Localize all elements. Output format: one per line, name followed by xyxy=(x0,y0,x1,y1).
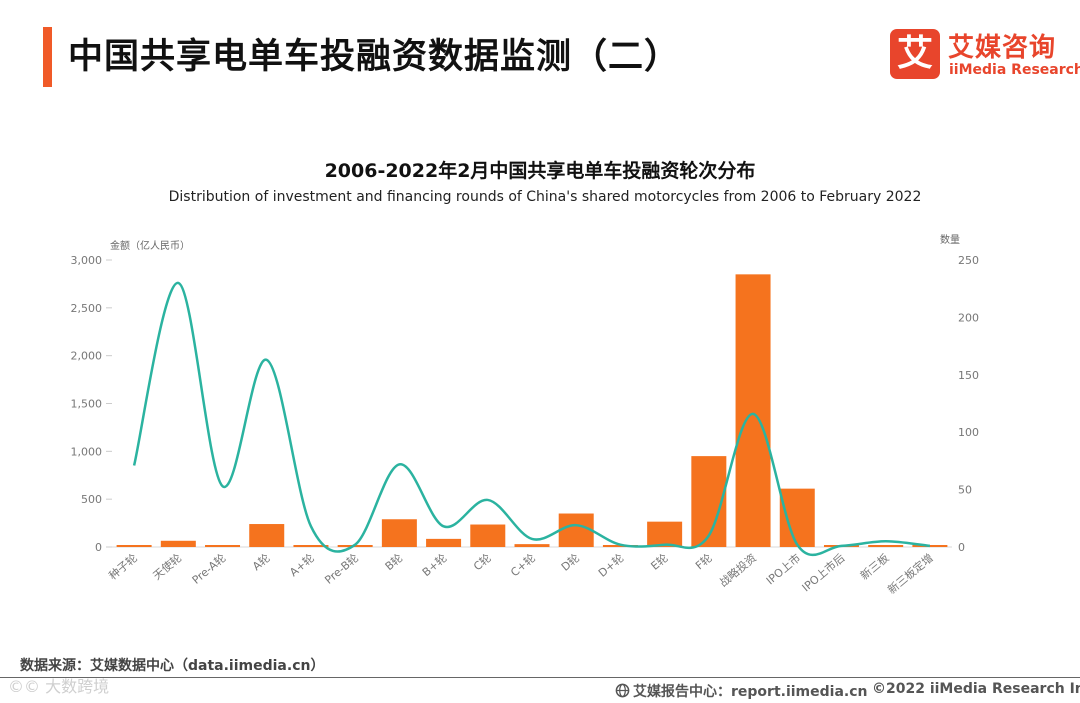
y-right-tick-label: 100 xyxy=(958,426,979,439)
bar xyxy=(779,488,815,547)
y-right-tick-label: 200 xyxy=(958,311,979,324)
y-right-tick-label: 0 xyxy=(958,541,965,554)
footer-divider xyxy=(0,677,1080,678)
x-tick-label: B轮 xyxy=(382,551,405,574)
bar xyxy=(735,274,771,547)
report-center-text: 艾媒报告中心：report.iimedia.cn xyxy=(633,684,868,700)
x-tick-label: 天使轮 xyxy=(150,551,184,583)
bar xyxy=(647,521,683,547)
x-tick-label: B+轮 xyxy=(419,551,449,580)
y-left-tick-label: 3,000 xyxy=(71,254,103,267)
x-tick-label: A+轮 xyxy=(287,551,317,580)
bar xyxy=(381,519,417,547)
y-axis-right-label: 数量 xyxy=(940,233,960,246)
brand-name-en: iiMedia Research xyxy=(949,62,1080,78)
y-right-tick-label: 50 xyxy=(958,484,972,497)
x-tick-label: A轮 xyxy=(249,551,272,574)
y-left-tick-label: 2,500 xyxy=(71,302,103,315)
bar xyxy=(470,524,506,547)
y-right-tick-label: 250 xyxy=(958,254,979,267)
brand-name-cn: 艾媒咨询 xyxy=(948,33,1057,63)
y-left-tick-label: 1,500 xyxy=(71,398,103,411)
x-tick-label: Pre-A轮 xyxy=(189,551,228,587)
bar xyxy=(426,538,462,547)
bar xyxy=(912,545,948,547)
bar xyxy=(116,545,152,547)
x-tick-label: F轮 xyxy=(692,551,714,573)
y-left-tick-label: 500 xyxy=(81,493,102,506)
copyright: ©2022 iiMedia Research Inc xyxy=(872,681,1080,697)
x-tick-label: D+轮 xyxy=(595,551,626,580)
x-tick-label: Pre-B轮 xyxy=(322,551,361,587)
bar xyxy=(249,524,285,547)
bar xyxy=(514,544,550,547)
y-axis-left-label: 金额（亿人民币） xyxy=(110,239,190,252)
y-left-tick-label: 0 xyxy=(95,541,102,554)
x-tick-label: IPO上市 xyxy=(763,551,803,588)
title-accent-bar xyxy=(43,27,52,87)
data-source: 数据来源：艾媒数据中心（data.iimedia.cn） xyxy=(20,658,325,674)
combo-chart: 金额（亿人民币） 数量 0 500 1,000 1,500 2,000 2,500 3,000 0… xyxy=(71,233,980,595)
count-line-series xyxy=(132,281,931,557)
y-left-tick-label: 1,000 xyxy=(71,445,103,458)
y-right-tick-label: 150 xyxy=(958,369,979,382)
x-tick-label: 战略投资 xyxy=(716,551,759,590)
x-tick-label: 新三板 xyxy=(857,551,891,583)
bar xyxy=(558,513,594,547)
report-center-link[interactable]: 艾媒报告中心：report.iimedia.cn xyxy=(615,681,868,701)
brand-logo: 艾 艾媒咨询 iiMedia Research xyxy=(890,29,1080,81)
globe-icon xyxy=(615,683,630,698)
brand-mark-icon: 艾 xyxy=(890,29,940,79)
x-tick-label: D轮 xyxy=(558,551,582,574)
bar xyxy=(868,545,904,547)
x-tick-label: E轮 xyxy=(648,551,671,573)
page-title: 中国共享电单车投融资数据监测（二） xyxy=(68,37,681,77)
x-tick-label: 新三板定增 xyxy=(885,551,936,595)
chart-subtitle: Distribution of investment and financing… xyxy=(168,189,922,205)
x-tick-label: 种子轮 xyxy=(106,551,140,583)
bar xyxy=(205,545,241,547)
bar xyxy=(160,540,196,547)
y-left-tick-label: 2,000 xyxy=(71,350,103,363)
x-tick-label: C+轮 xyxy=(508,551,538,580)
watermark: ©© 大数跨境 xyxy=(8,677,110,696)
chart-title: 2006-2022年2月中国共享电单车投融资轮次分布 xyxy=(324,160,756,182)
x-tick-label: IPO上市后 xyxy=(799,551,847,595)
bar xyxy=(293,545,329,547)
bar xyxy=(602,545,638,547)
x-tick-label: C轮 xyxy=(470,551,493,574)
